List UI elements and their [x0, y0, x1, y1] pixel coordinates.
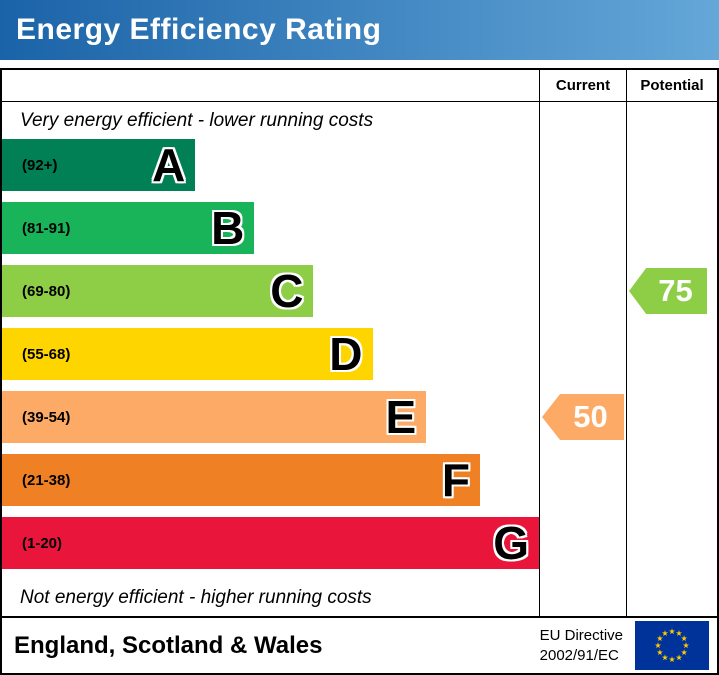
potential-value: 75: [658, 273, 693, 308]
band-d-range: (55-68): [22, 345, 71, 363]
band-bar-c: (69-80) C: [2, 265, 314, 317]
band-bar-f: (21-38) F: [2, 454, 480, 506]
band-a-letter: A: [152, 139, 186, 191]
band-e-range: (39-54): [22, 408, 71, 426]
band-row-d: (55-68) D: [2, 328, 539, 391]
band-g-letter: G: [493, 517, 529, 569]
current-column-header: Current: [540, 70, 627, 101]
band-f-letter: F: [441, 454, 470, 506]
eu-directive-line2: 2002/91/EC: [539, 646, 619, 664]
band-c-letter: C: [270, 265, 304, 317]
eu-directive-text: EU Directive 2002/91/EC: [540, 626, 623, 665]
band-e-letter: E: [385, 391, 417, 443]
eu-flag-icon: [635, 621, 709, 670]
band-d-letter: D: [329, 328, 363, 380]
band-bar-g: (1-20) G: [2, 517, 539, 569]
current-column: 50: [540, 102, 627, 616]
band-c-range: (69-80): [22, 282, 71, 300]
header-banner: Energy Efficiency Rating: [0, 0, 719, 60]
band-bar-a: (92+) A: [2, 139, 196, 191]
potential-arrow: 75: [629, 268, 707, 314]
current-arrow: 50: [542, 394, 624, 440]
band-bar-e: (39-54) E: [2, 391, 427, 443]
potential-column-header: Potential: [640, 77, 704, 94]
caption-bottom: Not energy efficient - higher running co…: [20, 587, 372, 608]
current-value: 50: [573, 399, 608, 434]
potential-column: 75: [627, 102, 717, 616]
band-row-g: (1-20) G: [2, 517, 539, 580]
energy-efficiency-chart: Current Potential Very energy efficient …: [0, 68, 719, 618]
band-a-range: (92+): [22, 156, 58, 174]
band-row-e: (39-54) E: [2, 391, 539, 454]
footer: England, Scotland & Wales EU Directive 2…: [0, 618, 719, 675]
bands-column: Very energy efficient - lower running co…: [2, 102, 540, 616]
band-b-letter: B: [211, 202, 245, 254]
band-bar-d: (55-68) D: [2, 328, 373, 380]
column-header-row: Current Potential: [2, 70, 717, 102]
band-b-range: (81-91): [22, 219, 71, 237]
band-row-a: (92+) A: [2, 139, 539, 202]
band-row-b: (81-91) B: [2, 202, 539, 265]
page-title: Energy Efficiency Rating: [16, 13, 382, 46]
band-f-range: (21-38): [22, 471, 71, 489]
bands-header-cell: [2, 70, 540, 101]
chart-body: Very energy efficient - lower running co…: [2, 102, 717, 616]
footer-region: England, Scotland & Wales: [14, 631, 323, 659]
band-row-c: (69-80) C: [2, 265, 539, 328]
eu-directive-line1: EU Directive: [539, 627, 623, 644]
caption-top: Very energy efficient - lower running co…: [20, 109, 374, 131]
band-row-f: (21-38) F: [2, 454, 539, 517]
band-g-range: (1-20): [22, 534, 63, 552]
band-bar-b: (81-91) B: [2, 202, 255, 254]
